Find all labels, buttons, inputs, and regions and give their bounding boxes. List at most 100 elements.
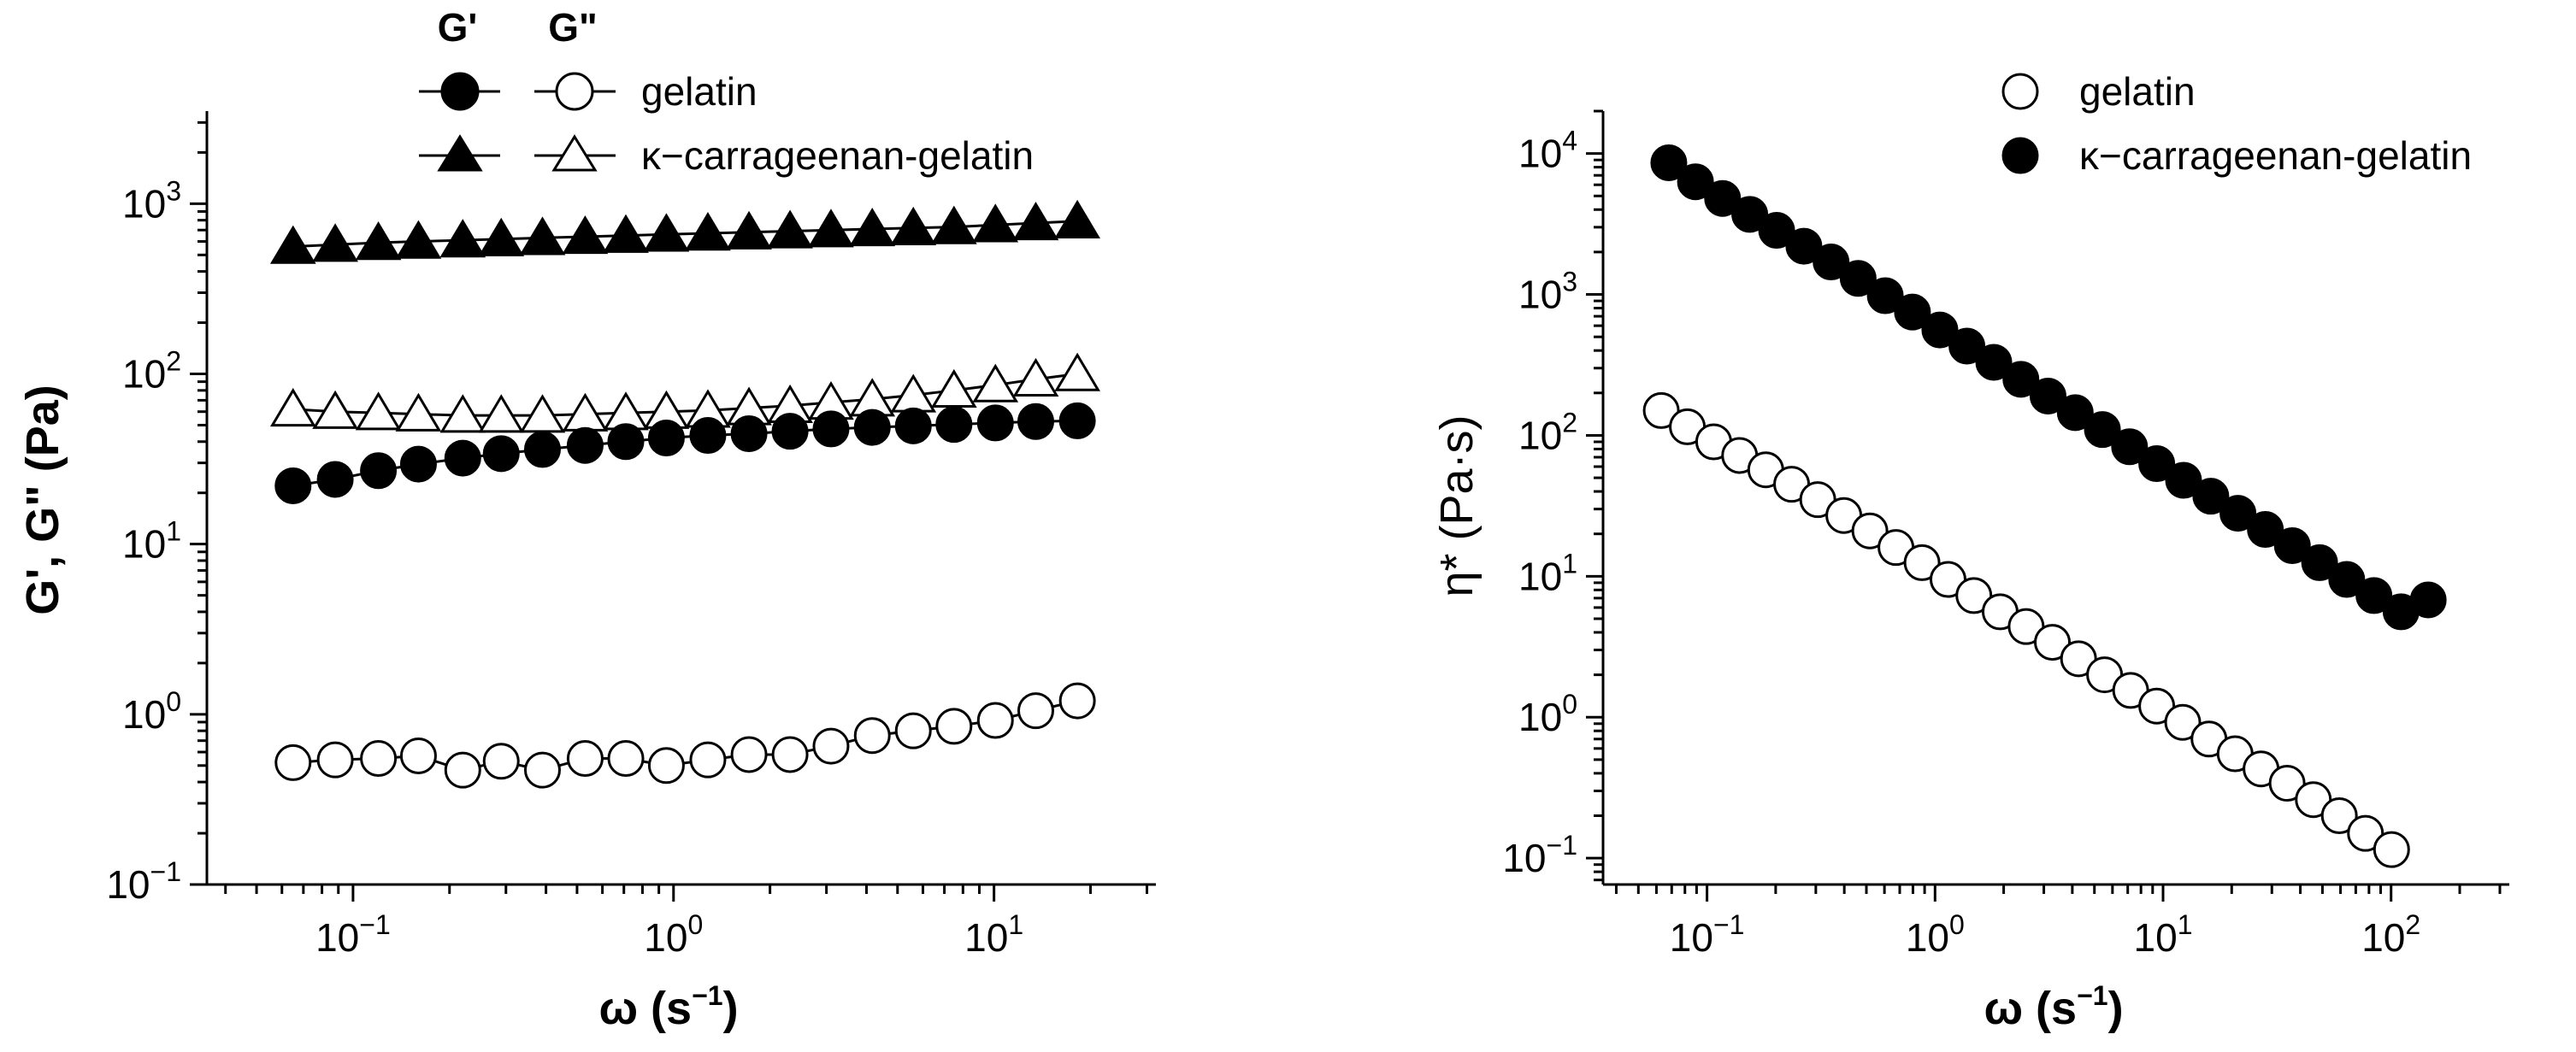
y-tick-label: 104 <box>1518 126 1577 176</box>
series-left-0-point <box>808 209 854 248</box>
series-left-3-point <box>730 736 768 773</box>
series-right-1-point <box>2111 428 2149 466</box>
series-right-0-point <box>2164 703 2202 741</box>
series-left-3-point <box>935 708 973 745</box>
series-left-2-point <box>482 435 520 473</box>
series-left-3-point <box>647 747 685 785</box>
series-left-1-point <box>395 392 442 432</box>
series-left-3-point <box>894 712 932 749</box>
series-left-2-point <box>360 452 398 490</box>
series-right-1-point <box>2328 561 2366 598</box>
y-tick-label: 100 <box>122 686 181 737</box>
series-left-2-point <box>523 431 561 468</box>
series-left-0-point <box>930 205 977 244</box>
series-right-1-point <box>1677 163 1714 201</box>
series-left-3-point <box>812 727 850 765</box>
x-tick-label: 101 <box>2134 909 2193 960</box>
series-right-1-point <box>1894 293 1931 331</box>
y-tick-label: 103 <box>122 175 181 226</box>
chart-left: 10−1 100 101 10−1 100 101 102 103 ω (s−1) G', G… <box>17 5 1156 1034</box>
series-left-2-point <box>976 404 1014 442</box>
series-left-3-point <box>523 751 561 789</box>
y-tick-label: 101 <box>1518 548 1577 598</box>
y-tick-label: 102 <box>1518 407 1577 457</box>
legend-marker-gelatin-right <box>2001 73 2039 110</box>
legend-marker-gelatin-gpp <box>555 72 594 111</box>
series-left-0-point <box>395 220 442 259</box>
y-tick-label: 10−1 <box>106 856 181 907</box>
series-left-2-point <box>730 415 768 453</box>
series-right-0-point <box>2320 797 2358 835</box>
series-right-1-point <box>2165 461 2202 499</box>
y-tick-label: 101 <box>122 516 181 567</box>
series-right-0-point <box>1955 577 1993 614</box>
series-right-1-point <box>1948 327 1986 365</box>
series-right-0-point <box>1903 544 1941 581</box>
series-left-3-point <box>976 702 1014 739</box>
series-right-1-point <box>1866 277 1904 314</box>
series-left-3-point <box>316 741 354 779</box>
series-left-1-point <box>439 394 486 433</box>
y-tick-label: 102 <box>122 346 181 397</box>
series-left-3-point <box>482 743 520 780</box>
series-left-2-point <box>853 408 891 446</box>
series-left-0-point <box>603 214 649 253</box>
series-right-1-point <box>2301 544 2338 581</box>
series-left-0-point <box>890 206 937 245</box>
series-right-1-point <box>2355 577 2393 614</box>
series-left-3-point <box>360 740 398 778</box>
axes-right: 10−1 100 101 102 10−1 100 101 102 103 104 <box>1502 109 2509 960</box>
legend-left: G' G" gelatin κ−carrageenan-gelatin <box>419 5 1034 178</box>
series-right-0-point <box>2347 814 2384 852</box>
series-left-0-point <box>685 212 731 251</box>
series-right-0-point <box>1851 512 1889 550</box>
series-left-2-point <box>607 423 645 461</box>
series-right-1-point <box>1731 196 1769 233</box>
series-right-1-point <box>2192 478 2230 515</box>
axes-left: 10−1 100 101 10−1 100 101 102 103 <box>106 111 1156 960</box>
x-tick-label: 100 <box>644 909 703 960</box>
series-right-1-point <box>1975 344 2013 381</box>
legend-marker-kcg-gpp <box>551 134 598 172</box>
series-left-1-point <box>269 387 316 427</box>
series-left-0-point <box>1054 199 1100 238</box>
y-tick-label: 103 <box>1518 267 1577 317</box>
series-left-0-point <box>767 209 813 249</box>
series-left-0-point <box>562 215 609 255</box>
series-right-1-point <box>2247 511 2284 549</box>
series-left-2-point <box>1058 402 1096 439</box>
legend-marker-kcg-gp <box>437 134 483 172</box>
series-right-1-point <box>1650 144 1688 181</box>
plot-area-right <box>1642 144 2447 868</box>
series-left-0-point <box>849 208 896 247</box>
series-left-3-point <box>853 717 891 755</box>
series-left-3-point <box>1017 692 1054 730</box>
x-tick-label: 10−1 <box>1670 909 1745 960</box>
series-left-0-point <box>269 225 316 264</box>
legend-marker-gelatin-gp <box>440 72 480 111</box>
x-axis-title-tail-left: ) <box>723 983 739 1034</box>
series-right-0-point <box>2268 765 2306 802</box>
x-axis-title-right: ω (s−1) <box>1984 980 2123 1034</box>
x-axis-title-left: ω (s−1) <box>598 980 738 1034</box>
series-left-3-point <box>689 741 727 779</box>
series-left-1-point <box>312 390 358 429</box>
series-right-1-point <box>1813 244 1850 281</box>
series-left-3-point <box>1058 682 1096 720</box>
series-left-1-point <box>972 363 1019 403</box>
series-right-0-point <box>2034 624 2072 661</box>
x-tick-label: 100 <box>1906 909 1965 960</box>
series-right-1-point <box>1704 179 1742 217</box>
series-right-1-point <box>2084 411 2121 449</box>
x-axis-title-sup-left: −1 <box>692 980 722 1011</box>
series-right-1-point <box>2029 377 2066 414</box>
series-left-1-point <box>355 391 402 431</box>
legend-marker-kcg-right <box>2001 137 2039 174</box>
series-left-3-point <box>566 740 604 778</box>
series-left-2-point <box>274 467 312 504</box>
series-left-2-point <box>935 406 973 444</box>
series-left-0-point <box>439 219 486 258</box>
legend-label-gelatin-right: gelatin <box>2079 69 2196 114</box>
series-left-1-point <box>1012 357 1059 397</box>
series-left-2-point <box>689 417 727 455</box>
